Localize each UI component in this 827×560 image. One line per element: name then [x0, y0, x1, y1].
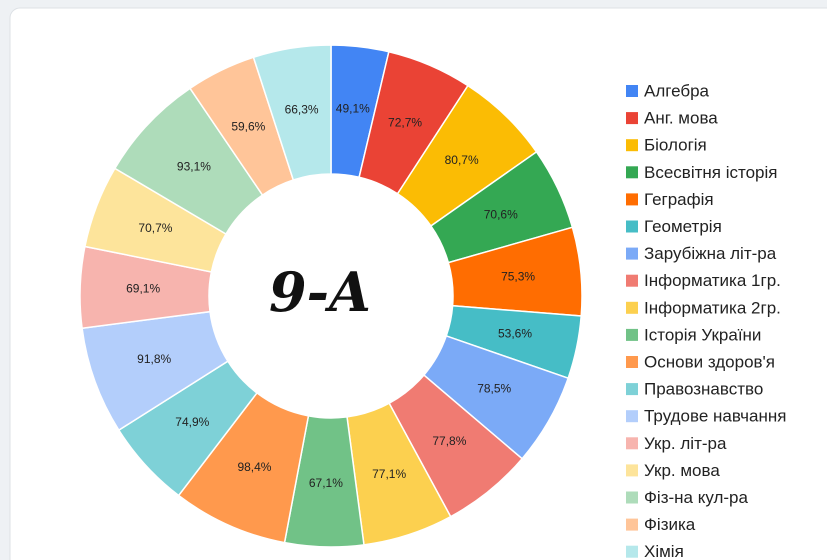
legend-swatch: [626, 328, 638, 341]
value-label: 98,4%: [237, 460, 271, 474]
legend-label: Укр. літ-ра: [644, 434, 727, 453]
legend-label: Алгебра: [644, 81, 710, 100]
value-label: 75,3%: [501, 270, 535, 284]
legend-label: Геометрія: [644, 217, 722, 236]
value-label: 70,6%: [484, 207, 518, 221]
legend-label: Всесвітня історія: [644, 163, 777, 182]
value-label: 77,1%: [372, 467, 406, 481]
legend-label: Укр. мова: [644, 461, 720, 480]
legend-label: Інформатика 2гр.: [644, 298, 781, 317]
value-label: 77,8%: [432, 434, 466, 448]
legend-swatch: [626, 274, 638, 287]
legend-swatch: [626, 437, 638, 450]
legend-swatch: [626, 139, 638, 152]
legend-label: Біологія: [644, 136, 707, 155]
value-label: 91,8%: [137, 352, 171, 366]
value-label: 70,7%: [138, 221, 172, 235]
value-label: 59,6%: [231, 119, 265, 133]
legend-label: Анг. мова: [644, 109, 718, 128]
chart-title: 9-A: [269, 260, 371, 324]
legend-label: Правознавство: [644, 380, 763, 399]
value-label: 93,1%: [177, 159, 211, 173]
value-label: 67,1%: [309, 476, 343, 490]
legend-swatch: [626, 220, 638, 233]
slices: [79, 44, 583, 548]
legend-swatch: [626, 247, 638, 260]
legend-label: Фізика: [644, 515, 696, 534]
value-label: 66,3%: [285, 102, 319, 116]
legend-label: Зарубіжна літ-ра: [644, 244, 777, 263]
legend-swatch: [626, 301, 638, 314]
legend-swatch: [626, 85, 638, 97]
legend-swatch: [626, 545, 638, 558]
legend-swatch: [626, 166, 638, 179]
legend-swatch: [626, 193, 638, 206]
legend-swatch: [626, 491, 638, 504]
value-label: 72,7%: [388, 115, 422, 129]
value-label: 78,5%: [477, 381, 511, 395]
legend-label: Геграфія: [644, 190, 714, 209]
legend-label: Хімія: [644, 542, 684, 560]
value-label: 53,6%: [498, 327, 532, 341]
legend-swatch: [626, 464, 638, 477]
value-label: 49,1%: [336, 101, 370, 115]
legend-swatch: [626, 410, 638, 423]
value-label: 74,9%: [175, 415, 209, 429]
legend-label: Історія України: [644, 325, 761, 344]
legend-label: Фіз-на кул-ра: [644, 488, 749, 507]
legend-label: Трудове навчання: [644, 407, 786, 426]
legend-label: Інформатика 1гр.: [644, 271, 781, 290]
legend-swatch: [626, 518, 638, 531]
legend-label: Основи здоров'я: [644, 352, 775, 371]
legend-swatch: [626, 383, 638, 396]
value-label: 69,1%: [126, 282, 160, 296]
legend-swatch: [626, 112, 638, 125]
value-label: 80,7%: [445, 153, 479, 167]
slice: [252, 44, 332, 181]
legend-swatch: [626, 356, 638, 368]
